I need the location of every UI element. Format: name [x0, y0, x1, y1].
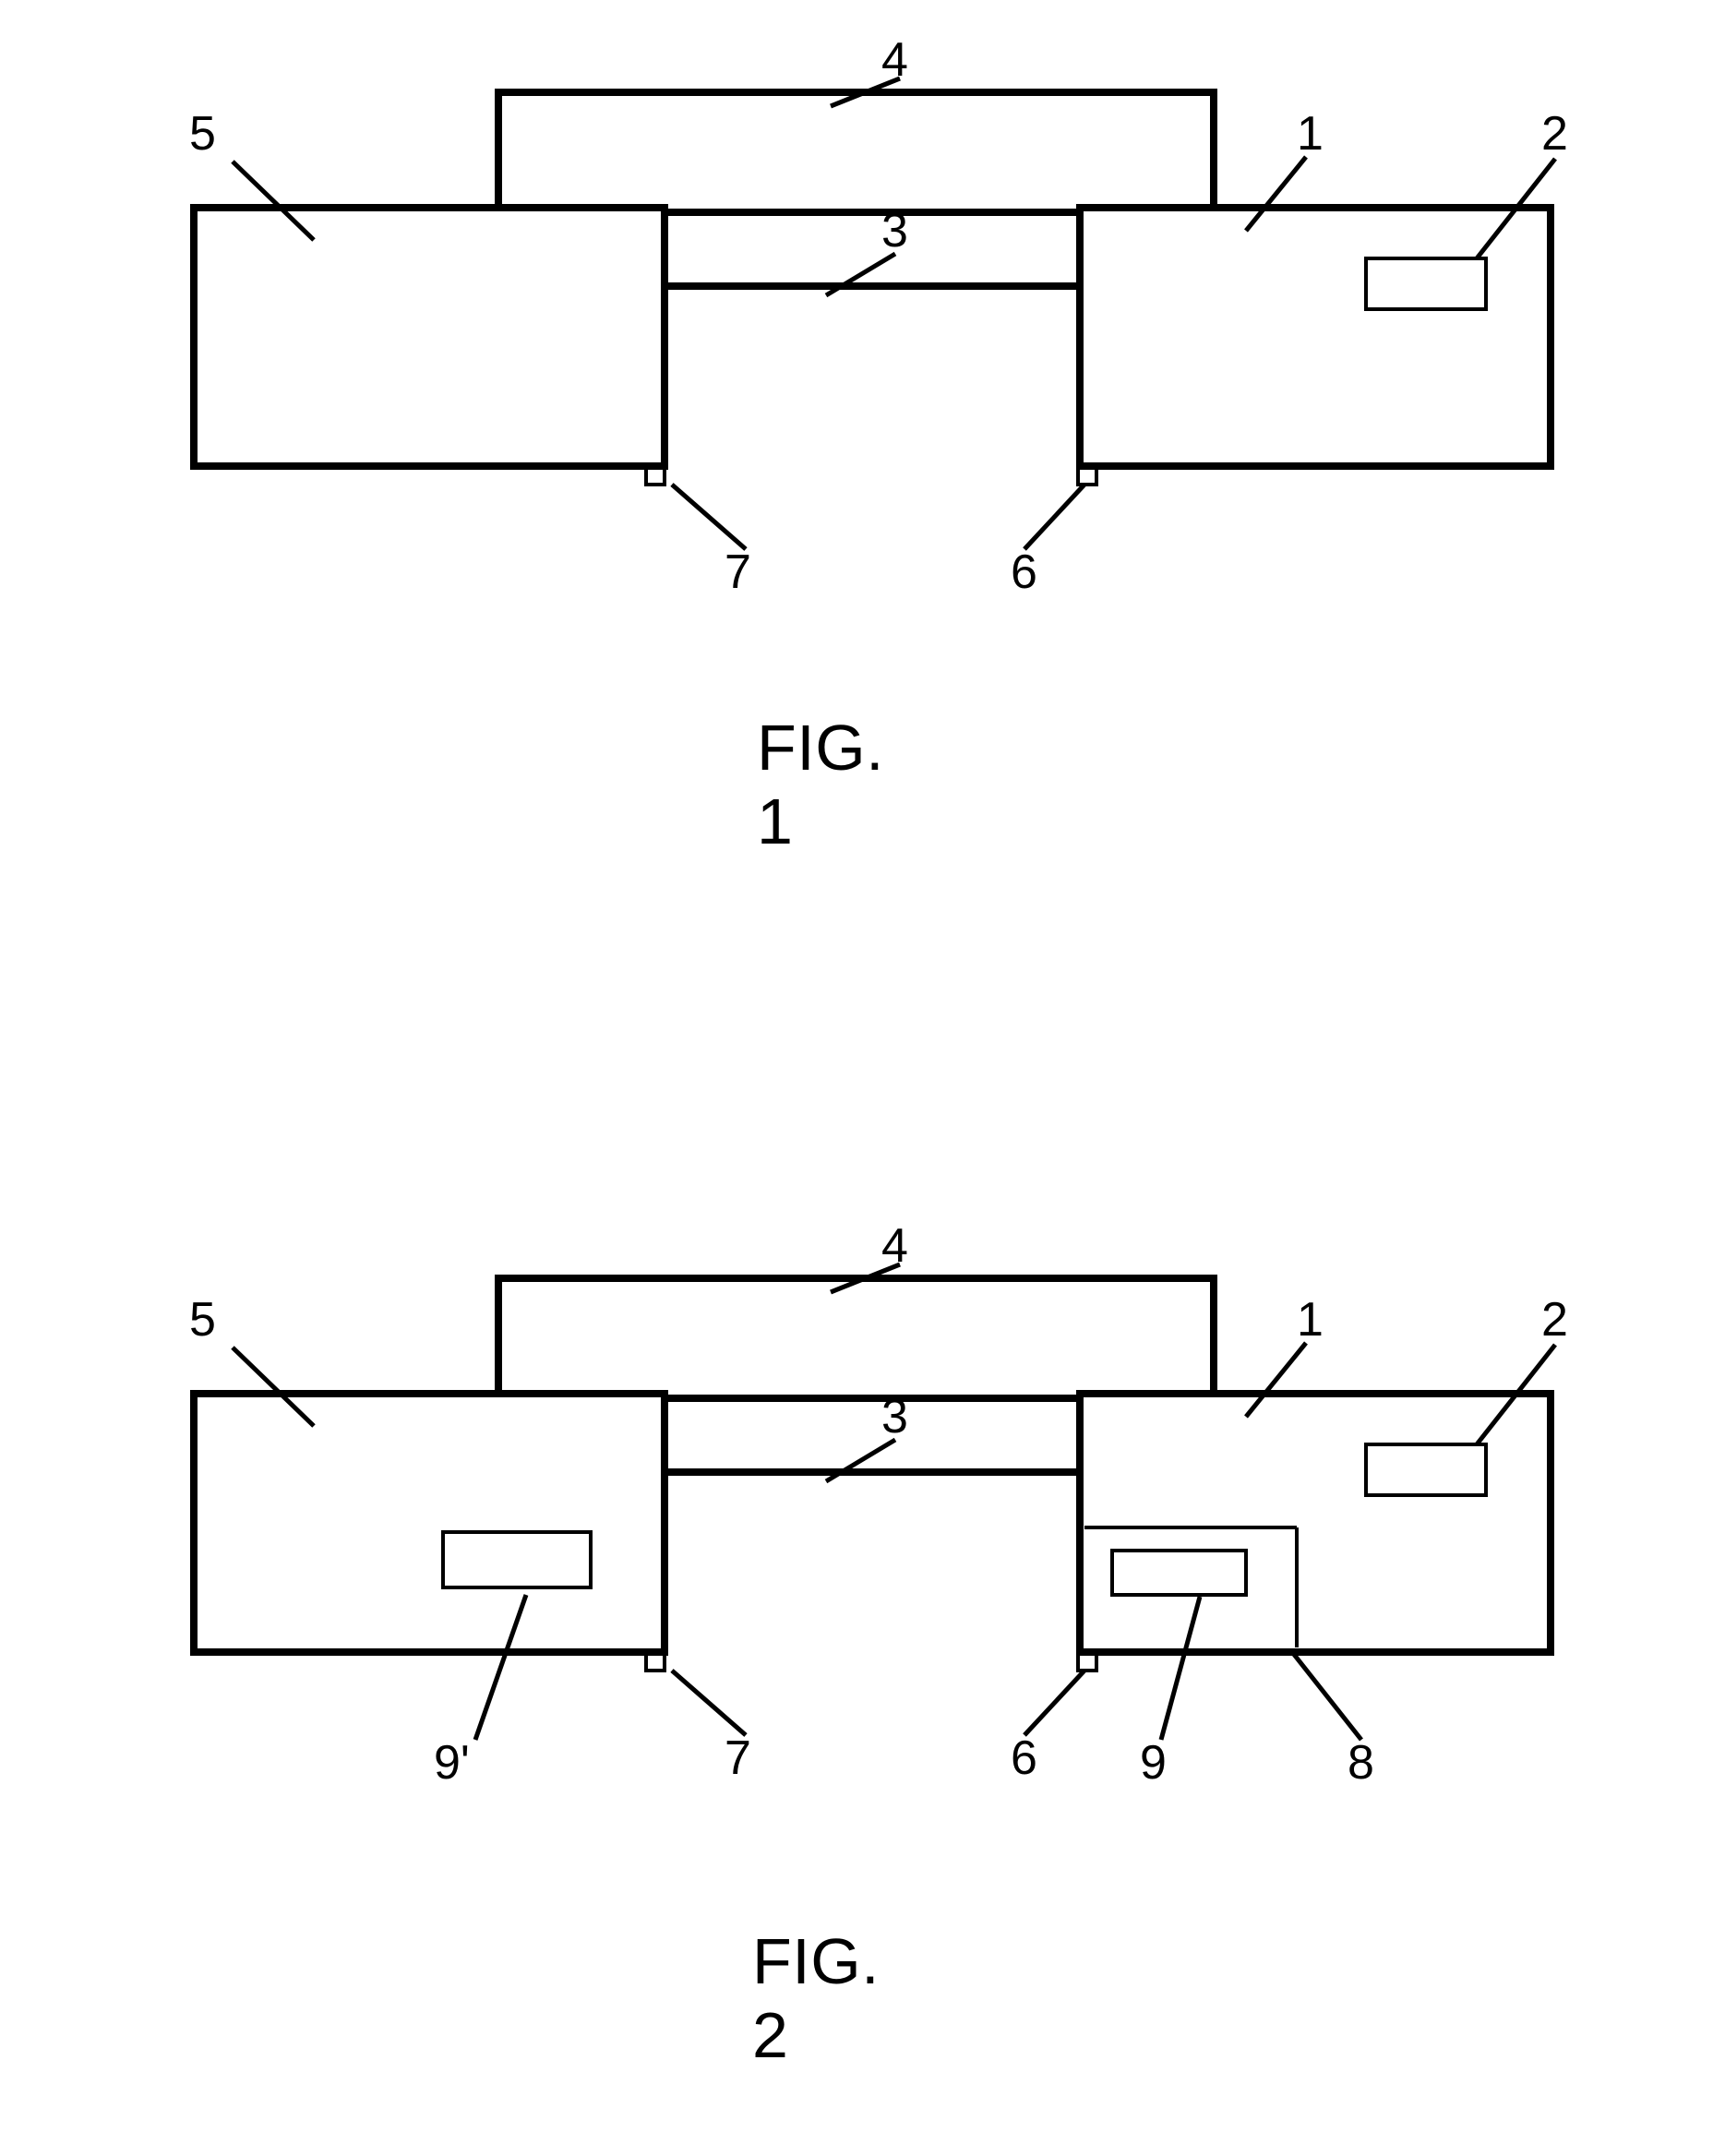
fig2-label-7: 7 [725, 1731, 751, 1786]
fig1-label-3: 3 [881, 203, 908, 258]
fig1-label-5: 5 [189, 106, 216, 162]
figure-2-caption: FIG. 2 [752, 1924, 880, 2072]
fig1-label-6: 6 [1011, 545, 1037, 600]
fig2-label-9p: 9' [434, 1735, 470, 1791]
fig2-label-3: 3 [881, 1389, 908, 1444]
fig1-label-2: 2 [1541, 106, 1568, 162]
fig2-label-9: 9 [1140, 1735, 1167, 1791]
fig2-label-8: 8 [1348, 1735, 1374, 1791]
figure-2-svg [0, 0, 1725, 2156]
fig1-label-7: 7 [725, 545, 751, 600]
fig2-label-4: 4 [881, 1218, 908, 1274]
fig1-label-1: 1 [1297, 106, 1324, 162]
fig2-label-2: 2 [1541, 1292, 1568, 1348]
fig2-label-5: 5 [189, 1292, 216, 1348]
fig2-label-6: 6 [1011, 1731, 1037, 1786]
fig2-label-1: 1 [1297, 1292, 1324, 1348]
fig1-label-4: 4 [881, 32, 908, 88]
